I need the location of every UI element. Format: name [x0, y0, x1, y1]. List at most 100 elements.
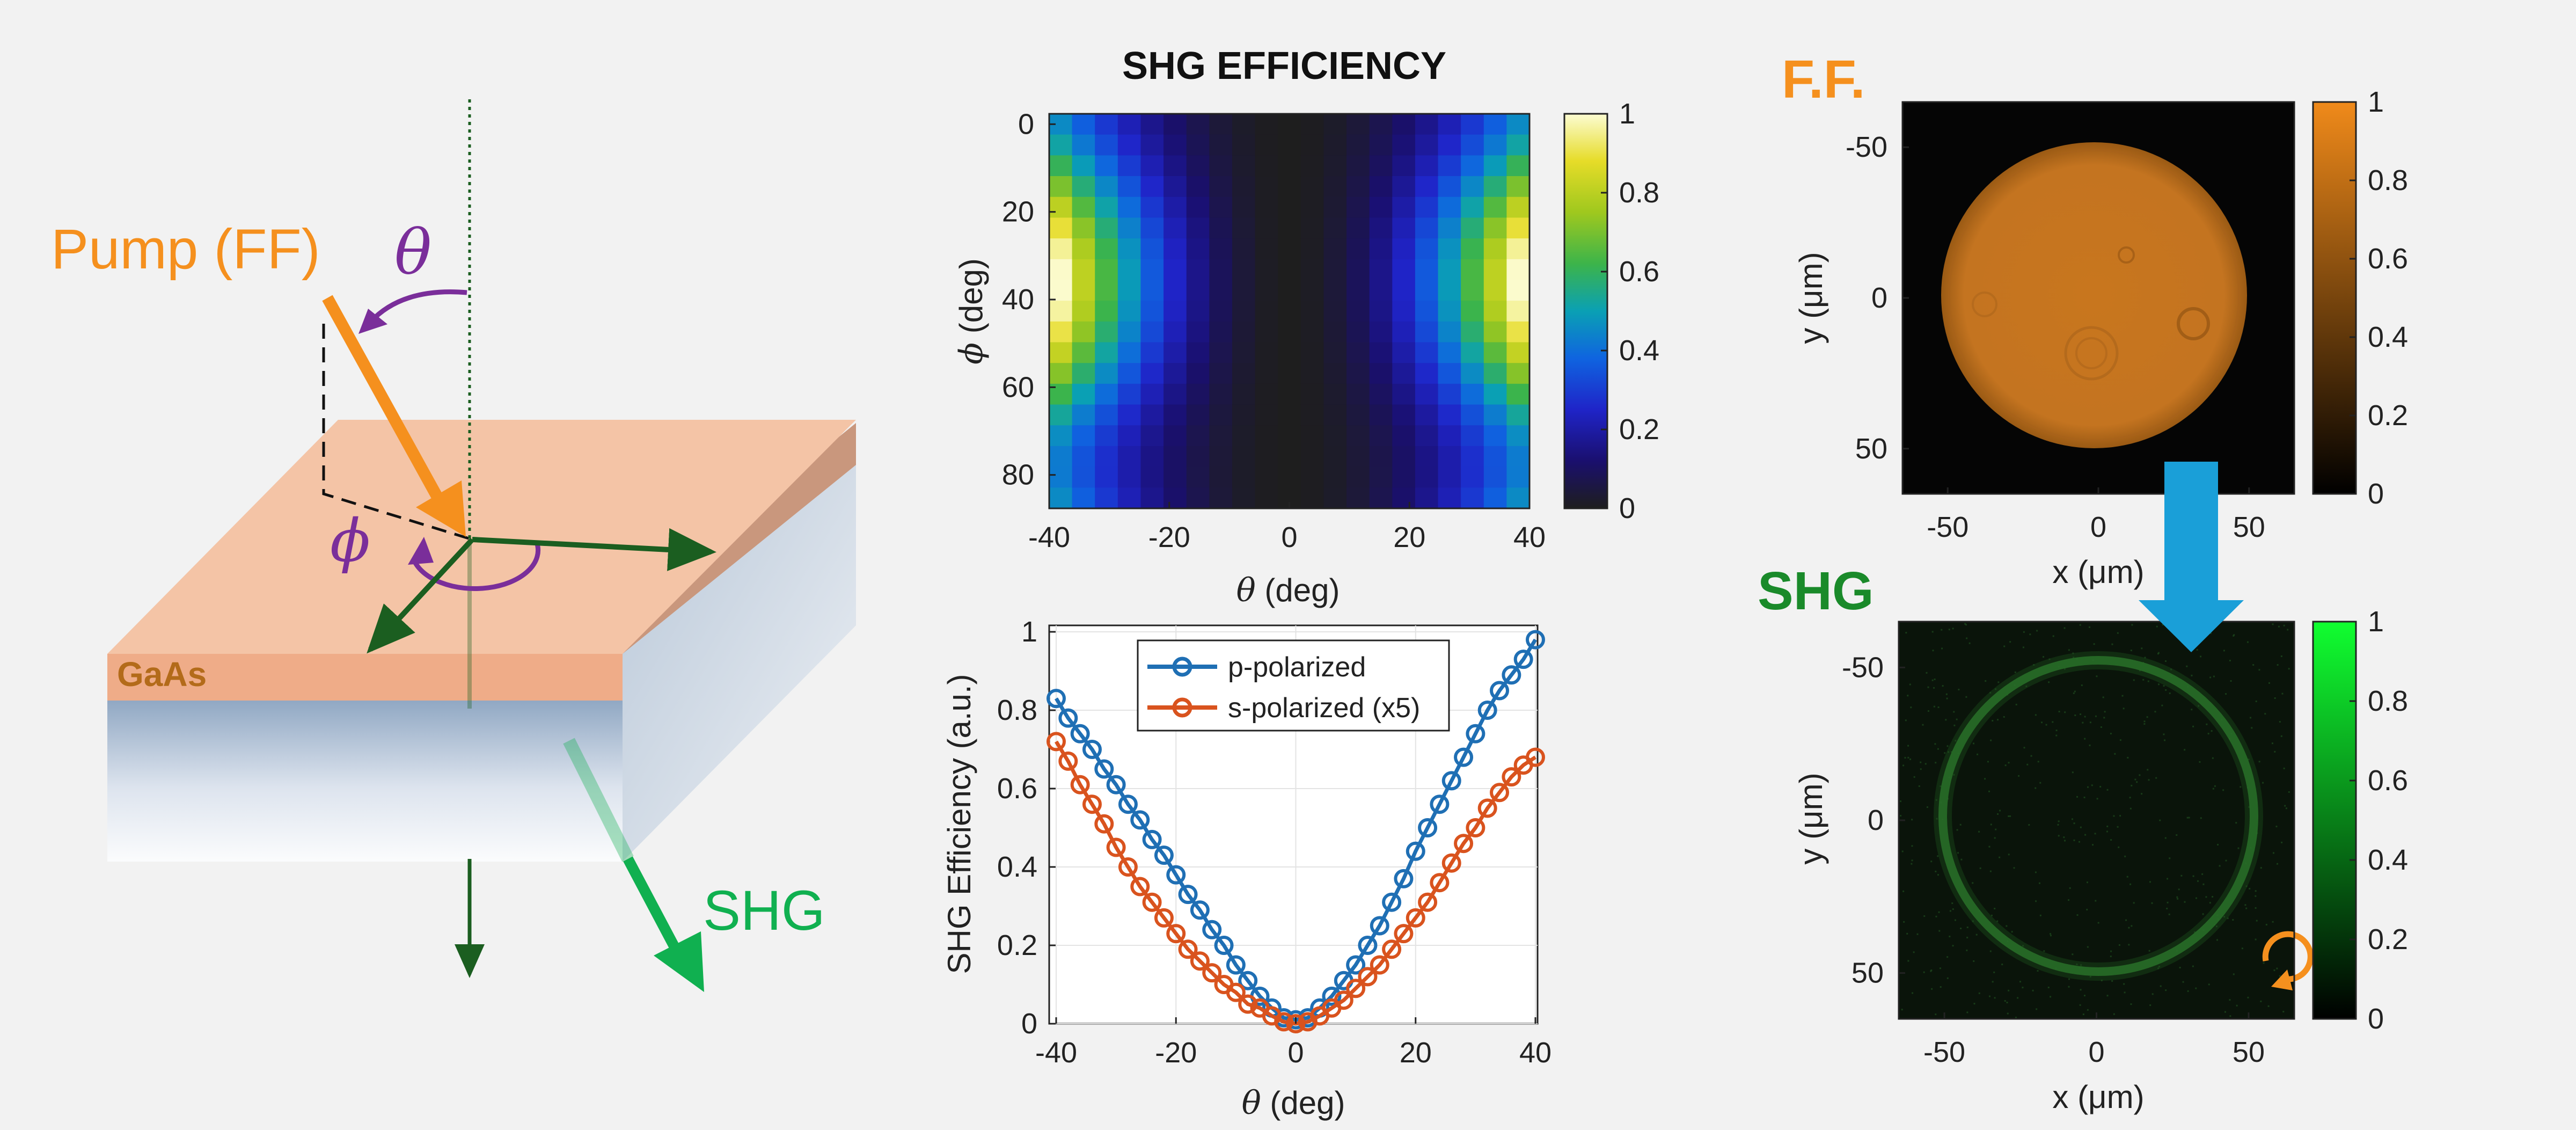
shg-noise-pixel [1999, 810, 2001, 812]
heatmap-cell [1392, 155, 1416, 177]
shg-noise-pixel [2284, 805, 2286, 807]
series-point-p-polarized [1226, 955, 1246, 975]
shg-noise-pixel [1937, 748, 1939, 750]
shg-noise-pixel [1935, 762, 1937, 764]
heatmap-cell [1072, 238, 1095, 260]
heatmap-cell [1323, 176, 1347, 198]
heatmap-cell [1232, 425, 1256, 447]
heatmap-cell [1140, 301, 1164, 322]
heatmap-cell [1095, 363, 1118, 384]
heatmap-cell [1278, 466, 1301, 488]
series-point-s-polarized [1238, 994, 1258, 1014]
heatmap-ticks: -40 -20 0 20 40 0 20 40 60 80 [1002, 108, 1546, 553]
shg-noise-pixel [2163, 685, 2165, 687]
heatmap-cell [1232, 176, 1256, 198]
heatmap-cell [1369, 155, 1393, 177]
shg-noise-pixel [2023, 631, 2025, 633]
heatmap-ytick-label: 0 [1018, 108, 1034, 140]
shg-noise-pixel [1939, 967, 1941, 969]
shg-noise-pixel [2162, 624, 2164, 626]
shg-noise-pixel [2008, 815, 2010, 818]
heatmap-cell [1323, 238, 1347, 260]
shg-output-label: SHG [703, 879, 825, 942]
heatmap-cell [1461, 342, 1484, 363]
heatmap-ytick-label: 20 [1002, 196, 1034, 228]
shg-noise-pixel [2176, 896, 2178, 898]
shg-noise-pixel [2158, 966, 2161, 968]
shg-noise-pixel [2128, 944, 2130, 946]
heatmap-cell [1278, 196, 1301, 218]
series-point-p-polarized [1202, 920, 1222, 939]
line-plot-xlabel: θ (deg) [1242, 1084, 1345, 1122]
heatmap-cell [1438, 363, 1461, 384]
heatmap-cell [1095, 134, 1118, 156]
heatmap-cell [1117, 134, 1141, 156]
ff-label: F.F. [1782, 49, 1865, 110]
shg-noise-pixel [2004, 764, 2007, 767]
shg-noise-pixel [1946, 697, 1948, 699]
shg-noise-pixel [2130, 650, 2132, 652]
shg-noise-pixel [2149, 1004, 2151, 1007]
heatmap-cell [1095, 321, 1118, 343]
heatmap-cell [1483, 425, 1507, 447]
shg-ytick-label: 50 [1851, 957, 1884, 989]
shg-noise-pixel [1930, 969, 1933, 971]
shg-noise-pixel [2141, 647, 2143, 650]
heatmap-cell [1255, 238, 1278, 260]
heatmap-cell [1140, 425, 1164, 447]
heatmap-cell [1300, 363, 1324, 384]
heatmap-cell [1232, 487, 1256, 509]
shg-noise-pixel [2088, 626, 2090, 628]
heatmap-cell [1506, 466, 1530, 488]
heatmap-cell [1140, 446, 1164, 468]
heatmap-cell [1483, 446, 1507, 468]
shg-noise-pixel [2265, 923, 2267, 925]
shg-ytick-label: -50 [1842, 651, 1884, 683]
shg-noise-pixel [2264, 713, 2266, 715]
shg-noise-pixel [1966, 949, 1968, 951]
shg-noise-pixel [2068, 978, 2070, 980]
shg-noise-pixel [2188, 816, 2190, 819]
heatmap-cell [1255, 342, 1278, 363]
line-plot-ylabel: SHG Efficiency (a.u.) [941, 674, 977, 974]
shg-noise-pixel [2064, 840, 2066, 842]
series-point-p-polarized [1346, 955, 1366, 975]
shg-noise-pixel [2094, 833, 2096, 835]
shg-noise-pixel [1990, 739, 1992, 741]
series-point-p-polarized [1502, 665, 1521, 685]
heatmap-cell [1163, 134, 1187, 156]
series-point-s-polarized [1454, 834, 1474, 854]
shg-noise-pixel [2104, 711, 2106, 713]
shg-noise-pixel [2196, 649, 2198, 651]
heatmap-cell [1095, 487, 1118, 509]
heatmap-cell [1095, 238, 1118, 260]
series-point-p-polarized [1358, 936, 1378, 955]
shg-noise-pixel [2073, 839, 2075, 841]
heatmap-cell [1278, 134, 1301, 156]
series-point-s-polarized [1346, 979, 1366, 998]
shg-noise-pixel [1927, 710, 1929, 712]
shg-noise-pixel [2080, 713, 2082, 716]
heatmap-cell [1209, 466, 1233, 488]
shg-noise-pixel [2048, 658, 2051, 660]
heatmap-cell [1300, 321, 1324, 343]
heatmap-cell [1461, 301, 1484, 322]
heatmap-cell [1163, 280, 1187, 301]
shg-noise-pixel [2111, 980, 2113, 982]
series-point-s-polarized [1106, 837, 1126, 857]
shg-noise-pixel [2082, 721, 2084, 724]
heatmap-cell [1255, 217, 1278, 239]
heatmap-cell [1438, 280, 1461, 301]
shg-noise-pixel [2134, 778, 2136, 781]
shg-xtick-label: -50 [1923, 1036, 1965, 1068]
shg-noise-pixel [2272, 623, 2274, 625]
shg-noise-pixel [2119, 739, 2121, 741]
heatmap-cell [1369, 259, 1393, 281]
heatmap-cell [1095, 259, 1118, 281]
shg-noise-pixel [1920, 761, 1922, 763]
heatmap-cell [1186, 487, 1210, 509]
heatmap-cell [1095, 342, 1118, 363]
heatmap-cell [1506, 301, 1530, 322]
heatmap-cell [1163, 217, 1187, 239]
shg-noise-pixel [1923, 915, 1926, 917]
